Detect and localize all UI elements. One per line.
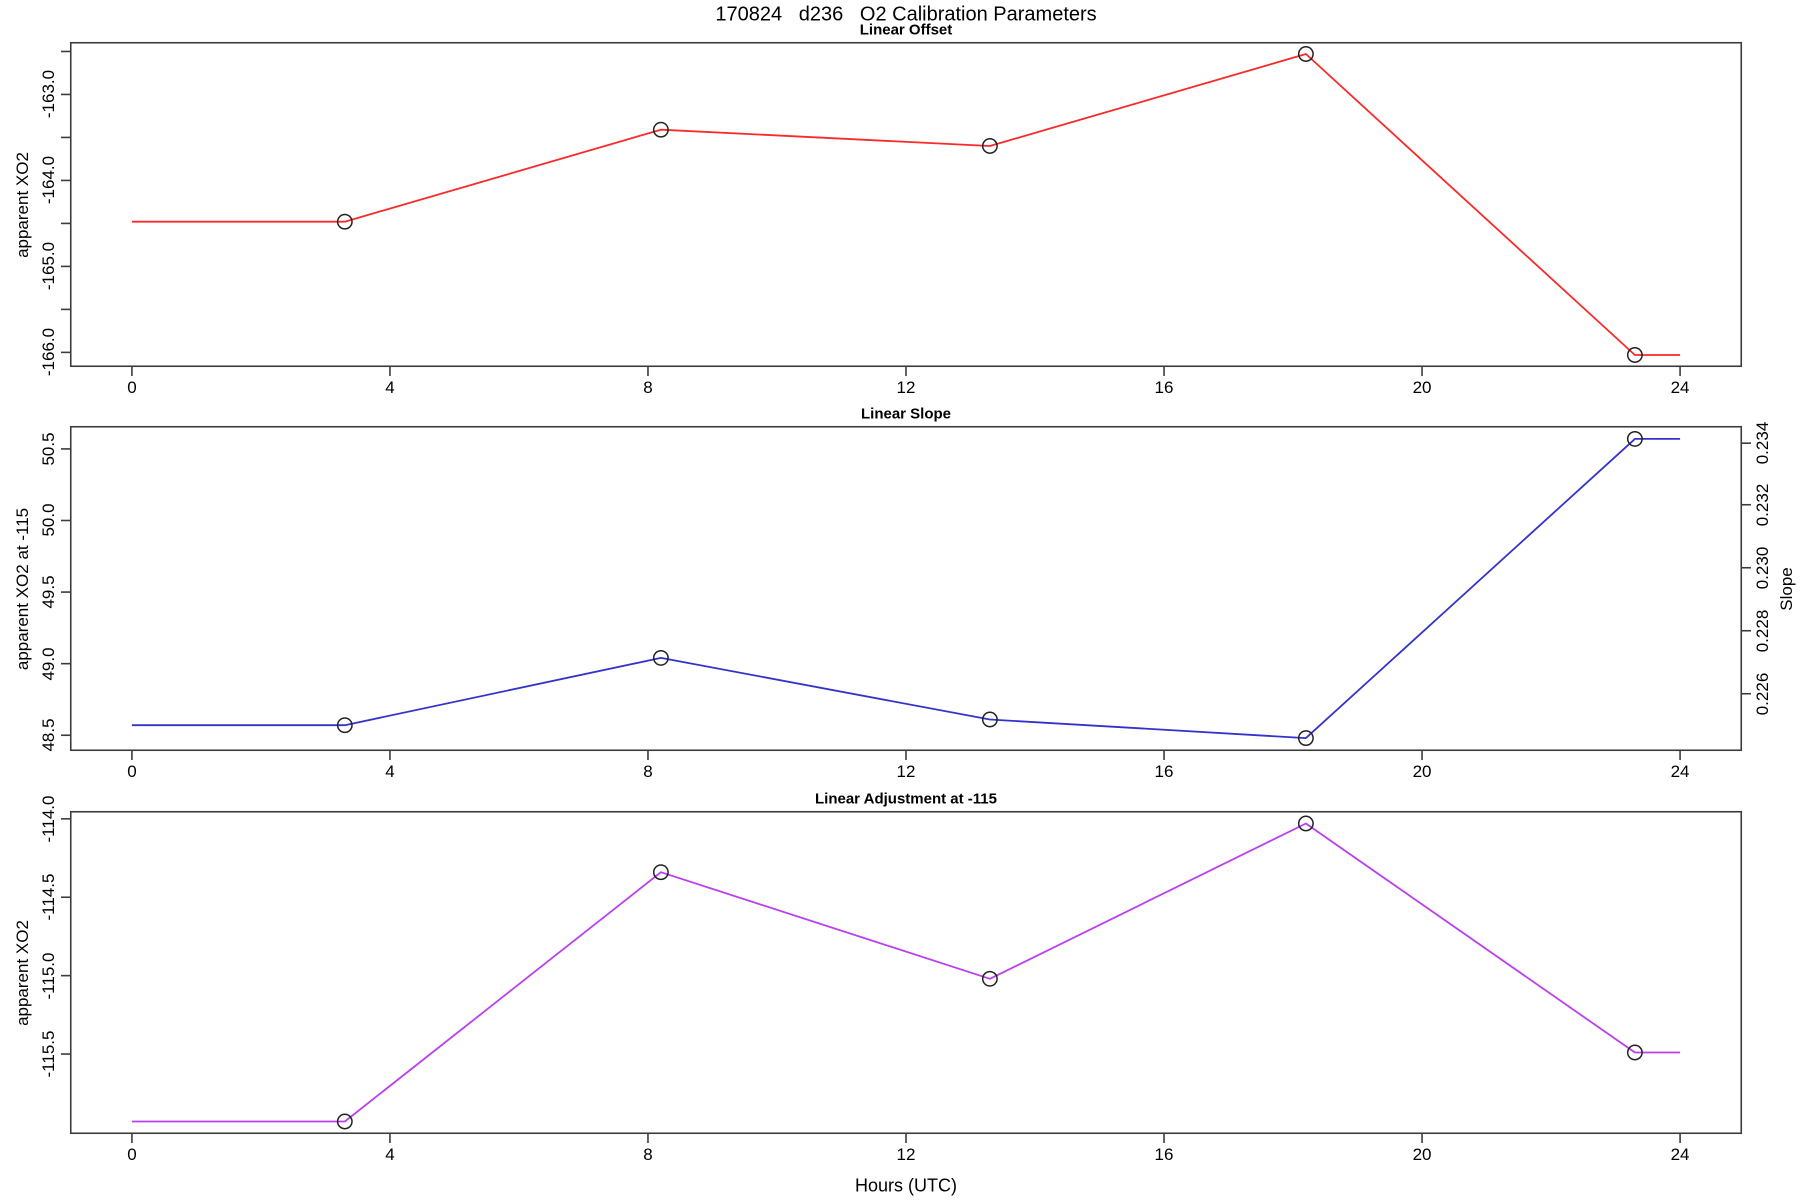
x-tick-label: 4 [385, 1145, 395, 1164]
series-line [131, 822, 1681, 1123]
y-tick-label: -114.5 [39, 873, 58, 921]
series-line [131, 53, 1681, 356]
y-tick-label: -115.5 [39, 1030, 58, 1078]
data-point-marker [1626, 430, 1643, 447]
y-axis-label: apparent XO2 [13, 151, 32, 258]
panel-border [69, 425, 1743, 752]
y-tick-label: 49.0 [39, 647, 58, 681]
x-tick-label: 12 [896, 378, 916, 397]
figure-title: 170824 d236 O2 Calibration Parameters [715, 3, 1097, 26]
y-tick-label: 50.0 [39, 503, 58, 538]
series-line [131, 437, 1681, 740]
data-point-marker [652, 649, 669, 666]
x-tick-label: 20 [1412, 762, 1432, 781]
y-tick-label: -165.0 [39, 242, 58, 291]
y-tick-label: 50.5 [39, 432, 58, 466]
x-tick-label: 16 [1154, 378, 1174, 397]
x-axis-title: Hours (UTC) [855, 1175, 957, 1196]
data-point-marker [652, 121, 669, 138]
x-tick-label: 0 [127, 1145, 137, 1164]
x-tick-label: 16 [1154, 762, 1174, 781]
y-tick-label: -163.0 [39, 70, 58, 119]
panel-1-title: Linear Offset [859, 21, 953, 39]
panel-2-title: Linear Slope [860, 405, 952, 423]
y-axis-label: apparent XO2 at -115 [13, 507, 32, 670]
right-y-tick-label: 0.234 [1753, 421, 1772, 465]
x-tick-label: 24 [1670, 1145, 1690, 1164]
y-tick-label: -166.0 [39, 328, 58, 377]
data-point-marker [1626, 1044, 1643, 1061]
x-tick-label: 4 [385, 378, 395, 397]
panel-3-title: Linear Adjustment at -115 [815, 790, 997, 808]
data-point-marker [1297, 730, 1314, 747]
panel-1-plot-area [61, 41, 1743, 376]
data-point-marker [981, 970, 998, 987]
x-tick-label: 0 [127, 378, 137, 397]
x-tick-label: 20 [1412, 378, 1432, 397]
x-tick-label: 24 [1670, 762, 1690, 781]
y-tick-label: -115.0 [39, 952, 58, 1000]
x-tick-label: 16 [1154, 1145, 1174, 1164]
panel-2-svg [61, 425, 1751, 760]
x-tick-label: 0 [127, 762, 137, 781]
y-tick-label: 48.5 [39, 718, 58, 752]
y-tick-label: 49.5 [39, 575, 58, 609]
x-tick-label: 8 [643, 762, 653, 781]
right-y-tick-label: 0.232 [1753, 483, 1772, 527]
data-point-marker [1297, 815, 1314, 832]
x-tick-label: 8 [643, 378, 653, 397]
y-tick-label: -114.0 [39, 795, 58, 843]
x-tick-label: 8 [643, 1145, 653, 1164]
data-point-marker [336, 213, 353, 230]
data-point-marker [1297, 46, 1314, 62]
panel-border [69, 41, 1743, 368]
panel-border [69, 810, 1743, 1135]
data-point-marker [652, 864, 669, 881]
y-axis-label: apparent XO2 [13, 919, 32, 1026]
right-axis-label: Slope [1777, 566, 1796, 611]
data-point-marker [336, 1113, 353, 1130]
x-tick-label: 12 [896, 1145, 916, 1164]
x-tick-label: 12 [896, 762, 916, 781]
panel-3-svg [61, 810, 1743, 1143]
x-tick-label: 4 [385, 762, 395, 781]
right-y-tick-label: 0.228 [1753, 609, 1772, 653]
data-point-marker [981, 711, 998, 728]
data-point-marker [1626, 347, 1643, 363]
panel-1-svg [61, 41, 1743, 376]
right-y-tick-label: 0.230 [1753, 546, 1772, 590]
x-tick-label: 24 [1670, 378, 1690, 397]
data-point-marker [981, 138, 998, 154]
panel-2-plot-area [61, 425, 1751, 760]
x-tick-label: 20 [1412, 1145, 1432, 1164]
y-tick-label: -164.0 [39, 156, 58, 205]
data-point-marker [336, 717, 353, 734]
panel-3-plot-area [61, 810, 1743, 1143]
right-y-tick-label: 0.226 [1753, 672, 1772, 715]
